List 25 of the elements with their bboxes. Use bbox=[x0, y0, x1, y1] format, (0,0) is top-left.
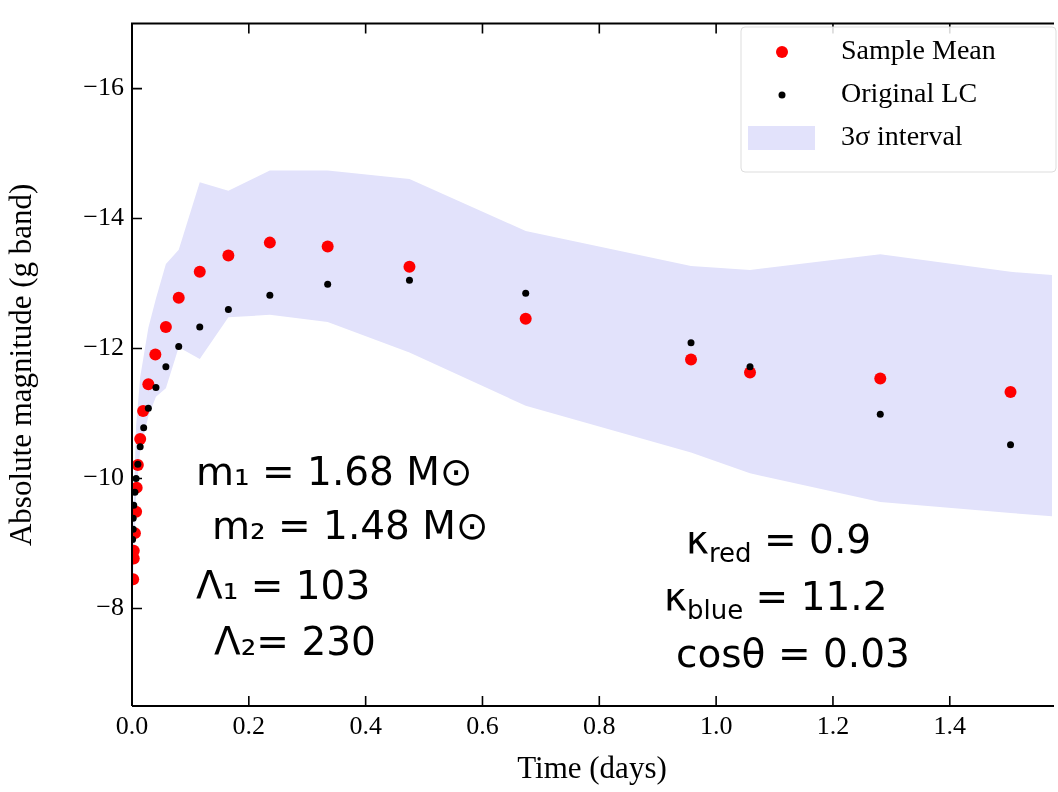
annotation: Λ₁ = 103 bbox=[196, 563, 371, 608]
legend-label: Sample Mean bbox=[841, 34, 996, 66]
y-tick-label: −8 bbox=[96, 592, 124, 622]
annotation: κ$_{red}$ = 0.9 bbox=[686, 517, 872, 568]
annotation: m₁ = 1.68 M⊙ bbox=[196, 449, 473, 494]
x-tick-label: 0.0 bbox=[115, 711, 149, 741]
annotation: m₂ = 1.48 M⊙ bbox=[212, 503, 489, 548]
x-tick-label: 1.4 bbox=[933, 711, 967, 741]
y-axis-title: Absolute magnitude (g band) bbox=[2, 183, 38, 547]
x-axis-title: Time (days) bbox=[517, 749, 667, 785]
y-tick-label: −14 bbox=[83, 202, 124, 232]
y-tick-label: −10 bbox=[83, 462, 124, 492]
x-tick-label: 1.2 bbox=[816, 711, 850, 741]
x-tick-label: 0.4 bbox=[349, 711, 382, 741]
x-tick-label: 0.2 bbox=[232, 711, 266, 741]
legend-label: Original LC bbox=[841, 77, 978, 109]
annotation: Λ₂= 230 bbox=[214, 619, 376, 664]
y-tick-label: −12 bbox=[83, 332, 124, 362]
annotation: cosθ = 0.03 bbox=[676, 631, 910, 676]
annotation: κ$_{blue}$ = 11.2 bbox=[664, 574, 888, 625]
y-tick-label: −16 bbox=[83, 72, 124, 102]
x-tick-label: 0.8 bbox=[583, 711, 616, 741]
x-tick-label: 1.0 bbox=[699, 711, 733, 741]
legend-label: 3σ interval bbox=[841, 120, 963, 152]
x-tick-label: 0.6 bbox=[466, 711, 499, 741]
